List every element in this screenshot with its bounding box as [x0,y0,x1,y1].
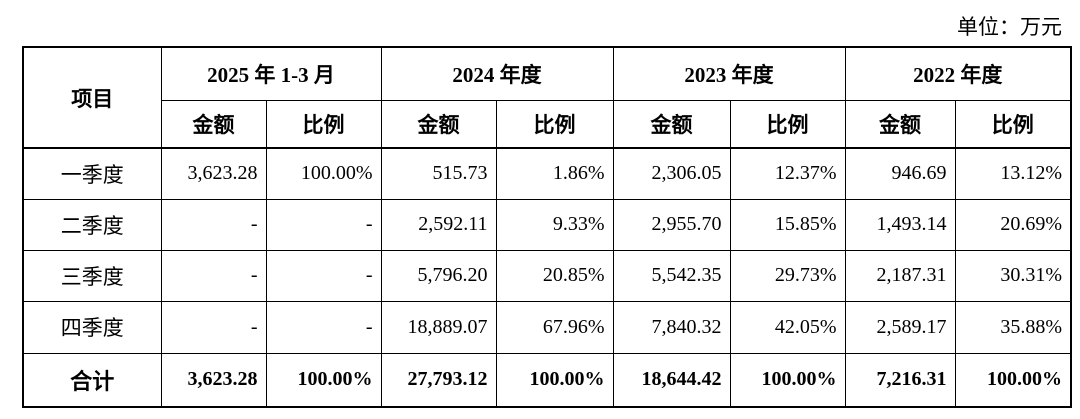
cell-q4-2023-ratio: 42.05% [729,300,846,354]
cell-q1-2023-amount: 2,306.05 [612,147,731,200]
table-row-q3: 三季度 - - 5,796.20 20.85% 5,542.35 29.73% … [22,249,1072,302]
col-header-amount-2025: 金额 [160,99,267,149]
cell-q3-2024-amount: 5,796.20 [380,249,497,302]
cell-q3-2022-amount: 2,187.31 [844,249,956,302]
cell-q2-2023-ratio: 15.85% [729,198,846,251]
row-label-total: 合计 [22,352,162,408]
col-group-2022: 2022 年度 [844,46,1072,101]
cell-q2-2022-amount: 1,493.14 [844,198,956,251]
cell-q1-2022-amount: 946.69 [844,147,956,200]
row-label-q2: 二季度 [22,198,162,251]
table-row-q2: 二季度 - - 2,592.11 9.33% 2,955.70 15.85% 1… [22,198,1072,251]
col-header-amount-2023: 金额 [612,99,731,149]
cell-q2-2024-ratio: 9.33% [495,198,614,251]
cell-q4-2025-ratio: - [265,300,382,354]
cell-q4-2024-ratio: 67.96% [495,300,614,354]
col-group-2023: 2023 年度 [612,46,846,101]
cell-q3-2023-ratio: 29.73% [729,249,846,302]
cell-total-2023-ratio: 100.00% [729,352,846,408]
cell-q4-2025-amount: - [160,300,267,354]
col-header-ratio-2022: 比例 [954,99,1072,149]
cell-q4-2024-amount: 18,889.07 [380,300,497,354]
cell-q1-2023-ratio: 12.37% [729,147,846,200]
cell-q1-2025-ratio: 100.00% [265,147,382,200]
col-group-2024: 2024 年度 [380,46,614,101]
table-row-total: 合计 3,623.28 100.00% 27,793.12 100.00% 18… [22,352,1072,408]
cell-q4-2023-amount: 7,840.32 [612,300,731,354]
cell-q2-2022-ratio: 20.69% [954,198,1072,251]
cell-q3-2025-ratio: - [265,249,382,302]
col-header-amount-2024: 金额 [380,99,497,149]
cell-q4-2022-ratio: 35.88% [954,300,1072,354]
row-label-q4: 四季度 [22,300,162,354]
cell-q4-2022-amount: 2,589.17 [844,300,956,354]
col-header-item: 项目 [22,46,162,149]
cell-total-2022-ratio: 100.00% [954,352,1072,408]
cell-q2-2024-amount: 2,592.11 [380,198,497,251]
cell-total-2022-amount: 7,216.31 [844,352,956,408]
unit-label: 单位：万元 [957,15,1062,39]
cell-q3-2025-amount: - [160,249,267,302]
cell-total-2024-amount: 27,793.12 [380,352,497,408]
table-header-row-groups: 项目 2025 年 1-3 月 2024 年度 2023 年度 2022 年度 [22,46,1072,149]
cell-total-2024-ratio: 100.00% [495,352,614,408]
col-header-ratio-2023: 比例 [729,99,846,149]
cell-q1-2025-amount: 3,623.28 [160,147,267,200]
table-row-q4: 四季度 - - 18,889.07 67.96% 7,840.32 42.05%… [22,300,1072,354]
quarterly-revenue-table: 项目 2025 年 1-3 月 2024 年度 2023 年度 2022 年度 … [22,46,1072,408]
col-header-amount-2022: 金额 [844,99,956,149]
cell-total-2025-ratio: 100.00% [265,352,382,408]
cell-q3-2023-amount: 5,542.35 [612,249,731,302]
cell-q2-2025-ratio: - [265,198,382,251]
cell-q1-2024-ratio: 1.86% [495,147,614,200]
col-header-ratio-2025: 比例 [265,99,382,149]
cell-total-2023-amount: 18,644.42 [612,352,731,408]
cell-q2-2025-amount: - [160,198,267,251]
cell-q2-2023-amount: 2,955.70 [612,198,731,251]
cell-q3-2022-ratio: 30.31% [954,249,1072,302]
cell-q1-2024-amount: 515.73 [380,147,497,200]
table-row-q1: 一季度 3,623.28 100.00% 515.73 1.86% 2,306.… [22,147,1072,200]
cell-q1-2022-ratio: 13.12% [954,147,1072,200]
table-header-row-subs: 金额 比例 金额 比例 金额 比例 金额 比例 [23,99,1072,149]
col-group-2025: 2025 年 1-3 月 [160,46,382,101]
row-label-q3: 三季度 [22,249,162,302]
cell-q3-2024-ratio: 20.85% [495,249,614,302]
row-label-q1: 一季度 [22,147,162,200]
cell-total-2025-amount: 3,623.28 [160,352,267,408]
col-header-ratio-2024: 比例 [495,99,614,149]
